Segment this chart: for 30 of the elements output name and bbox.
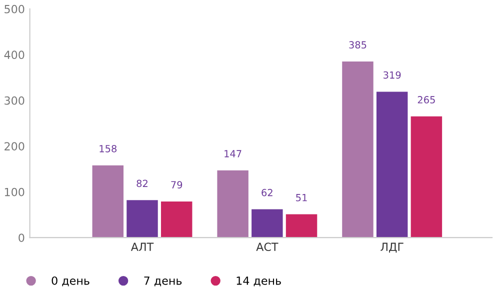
x-tick-label: АСТ [256, 242, 278, 252]
data-label: 265 [418, 96, 435, 104]
bar [376, 92, 408, 238]
legend-label: 14 день [236, 276, 281, 286]
data-label: 158 [100, 144, 117, 152]
data-label: 147 [224, 150, 242, 158]
y-tick-label: 500 [4, 4, 24, 14]
bar [286, 214, 318, 238]
bar [252, 209, 283, 238]
y-tick-label: 100 [4, 188, 24, 196]
x-tick-label: АЛТ [130, 242, 154, 251]
data-label: 82 [136, 180, 148, 188]
bar [126, 200, 158, 238]
bar [217, 170, 248, 238]
data-label: 51 [296, 194, 307, 202]
legend-label: 0 день [52, 276, 90, 286]
y-tick-label: 200 [4, 142, 24, 151]
y-tick-label: 400 [4, 50, 24, 60]
bar [342, 62, 374, 238]
data-label: 385 [349, 41, 366, 49]
y-tick-label: 0 [18, 234, 24, 242]
x-tick-label: ЛДГ [380, 242, 404, 253]
bar [160, 201, 192, 238]
data-label: 319 [384, 71, 401, 79]
legend-label: 7 день [144, 276, 182, 286]
y-tick-label: 300 [4, 96, 24, 105]
bar [92, 165, 124, 238]
data-label: 62 [262, 188, 272, 196]
bar [410, 116, 442, 238]
data-label: 79 [171, 181, 182, 188]
